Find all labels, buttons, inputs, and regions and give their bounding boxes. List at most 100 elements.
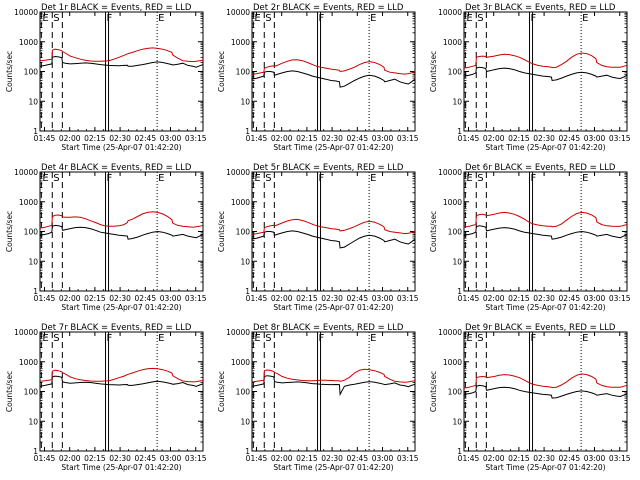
y-tick-label: 100 bbox=[448, 68, 463, 77]
panel-7: Det 7r BLACK = Events, RED = LLD 1 10 100 10… bbox=[5, 323, 207, 472]
marker-label: F bbox=[319, 13, 325, 24]
x-tick-label: 02:45 bbox=[134, 454, 156, 463]
y-tick-label: 1000 bbox=[443, 358, 462, 367]
x-tick-label: 02:15 bbox=[508, 134, 530, 143]
plot-frame bbox=[39, 331, 204, 452]
marker-label: S bbox=[53, 333, 59, 344]
series-events bbox=[39, 224, 204, 240]
y-axis-label: Counts/sec bbox=[217, 211, 226, 252]
x-tick-label: 01:45 bbox=[246, 294, 268, 303]
y-tick-label: 10 bbox=[452, 257, 462, 266]
y-tick-label: 100 bbox=[24, 68, 39, 77]
marker-label: S bbox=[53, 173, 59, 184]
y-tick-label: 1 bbox=[457, 447, 462, 456]
panel-2: Det 2r BLACK = Events, RED = LLD 1 10 100 10… bbox=[217, 3, 419, 152]
x-tick-label: 03:00 bbox=[372, 294, 394, 303]
x-tick-label: 01:45 bbox=[458, 294, 480, 303]
x-tick-label: 02:45 bbox=[558, 134, 580, 143]
x-tick-label: 02:00 bbox=[59, 134, 81, 143]
x-tick-label: 02:15 bbox=[84, 454, 106, 463]
x-tick-label: 03:15 bbox=[185, 454, 207, 463]
x-tick-label: 02:15 bbox=[296, 134, 318, 143]
series-lld bbox=[39, 211, 204, 229]
y-tick-label: 1 bbox=[457, 287, 462, 296]
x-tick-label: 03:15 bbox=[609, 454, 631, 463]
x-tick-label: 02:45 bbox=[558, 294, 580, 303]
x-tick-label: 02:15 bbox=[508, 454, 530, 463]
x-tick-label: 02:45 bbox=[346, 454, 368, 463]
marker-label: E bbox=[42, 173, 48, 184]
marker-label: S bbox=[265, 173, 271, 184]
x-axis-label: Start Time (25-Apr-07 01:42:20) bbox=[485, 463, 605, 472]
x-tick-label: 03:00 bbox=[372, 134, 394, 143]
panel-title: Det 4r BLACK = Events, RED = LLD bbox=[41, 163, 192, 173]
marker-label: F bbox=[531, 173, 537, 184]
marker-label: S bbox=[477, 333, 483, 344]
y-tick-label: 100 bbox=[236, 228, 251, 237]
marker-label: E bbox=[582, 13, 588, 24]
x-tick-label: 01:45 bbox=[246, 454, 268, 463]
panel-title: Det 5r BLACK = Events, RED = LLD bbox=[253, 163, 404, 173]
y-tick-label: 1000 bbox=[19, 198, 38, 207]
x-tick-label: 02:30 bbox=[321, 294, 343, 303]
marker-label: F bbox=[107, 13, 113, 24]
x-tick-label: 02:45 bbox=[558, 454, 580, 463]
marker-label: E bbox=[158, 333, 164, 344]
y-tick-label: 100 bbox=[24, 388, 39, 397]
x-tick-label: 03:00 bbox=[372, 454, 394, 463]
y-axis-label: Counts/sec bbox=[5, 371, 14, 412]
y-tick-label: 10 bbox=[240, 257, 250, 266]
panel-title: Det 6r BLACK = Events, RED = LLD bbox=[465, 163, 616, 173]
marker-label: E bbox=[582, 173, 588, 184]
y-tick-label: 10 bbox=[240, 97, 250, 106]
y-tick-label: 1000 bbox=[231, 38, 250, 47]
y-tick-label: 100 bbox=[236, 68, 251, 77]
series-lld bbox=[39, 367, 204, 383]
marker-label: E bbox=[582, 333, 588, 344]
panel-title: Det 8r BLACK = Events, RED = LLD bbox=[253, 323, 404, 333]
series-events bbox=[251, 230, 416, 249]
x-axis-label: Start Time (25-Apr-07 01:42:20) bbox=[61, 303, 181, 312]
x-tick-label: 02:30 bbox=[321, 454, 343, 463]
x-tick-label: 03:15 bbox=[609, 134, 631, 143]
y-tick-label: 10000 bbox=[14, 8, 38, 17]
x-tick-label: 03:15 bbox=[397, 134, 419, 143]
series-lld bbox=[251, 218, 416, 235]
x-tick-label: 02:15 bbox=[508, 294, 530, 303]
panel-9: Det 9r BLACK = Events, RED = LLD 1 10 100 10… bbox=[429, 323, 631, 472]
y-tick-label: 10 bbox=[28, 257, 38, 266]
y-tick-label: 1 bbox=[33, 447, 38, 456]
x-tick-label: 02:30 bbox=[109, 134, 131, 143]
y-tick-label: 100 bbox=[236, 388, 251, 397]
x-tick-label: 02:15 bbox=[296, 454, 318, 463]
x-tick-label: 01:45 bbox=[458, 454, 480, 463]
x-tick-label: 03:00 bbox=[160, 454, 182, 463]
x-tick-label: 03:15 bbox=[185, 134, 207, 143]
panel-3: Det 3r BLACK = Events, RED = LLD 1 10 100 10… bbox=[429, 3, 631, 152]
panel-4: Det 4r BLACK = Events, RED = LLD 1 10 100 10… bbox=[5, 163, 207, 312]
marker-label: F bbox=[107, 333, 113, 344]
marker-label: S bbox=[477, 13, 483, 24]
series-lld bbox=[39, 47, 204, 63]
x-tick-label: 02:00 bbox=[59, 294, 81, 303]
x-axis-label: Start Time (25-Apr-07 01:42:20) bbox=[61, 463, 181, 472]
x-tick-label: 02:30 bbox=[109, 294, 131, 303]
x-tick-label: 02:00 bbox=[483, 454, 505, 463]
y-tick-label: 10 bbox=[28, 417, 38, 426]
x-axis-label: Start Time (25-Apr-07 01:42:20) bbox=[273, 143, 393, 152]
y-tick-label: 10 bbox=[452, 97, 462, 106]
series-events bbox=[251, 70, 416, 88]
y-tick-label: 100 bbox=[448, 388, 463, 397]
x-axis-label: Start Time (25-Apr-07 01:42:20) bbox=[485, 143, 605, 152]
x-tick-label: 02:00 bbox=[271, 454, 293, 463]
x-tick-label: 02:30 bbox=[109, 454, 131, 463]
y-tick-label: 10000 bbox=[226, 328, 250, 337]
x-tick-label: 02:15 bbox=[84, 294, 106, 303]
marker-label: E bbox=[370, 173, 376, 184]
marker-label: S bbox=[265, 333, 271, 344]
x-tick-label: 02:00 bbox=[59, 454, 81, 463]
y-tick-label: 1 bbox=[33, 287, 38, 296]
panel-title: Det 7r BLACK = Events, RED = LLD bbox=[41, 323, 192, 333]
series-events bbox=[251, 375, 416, 397]
